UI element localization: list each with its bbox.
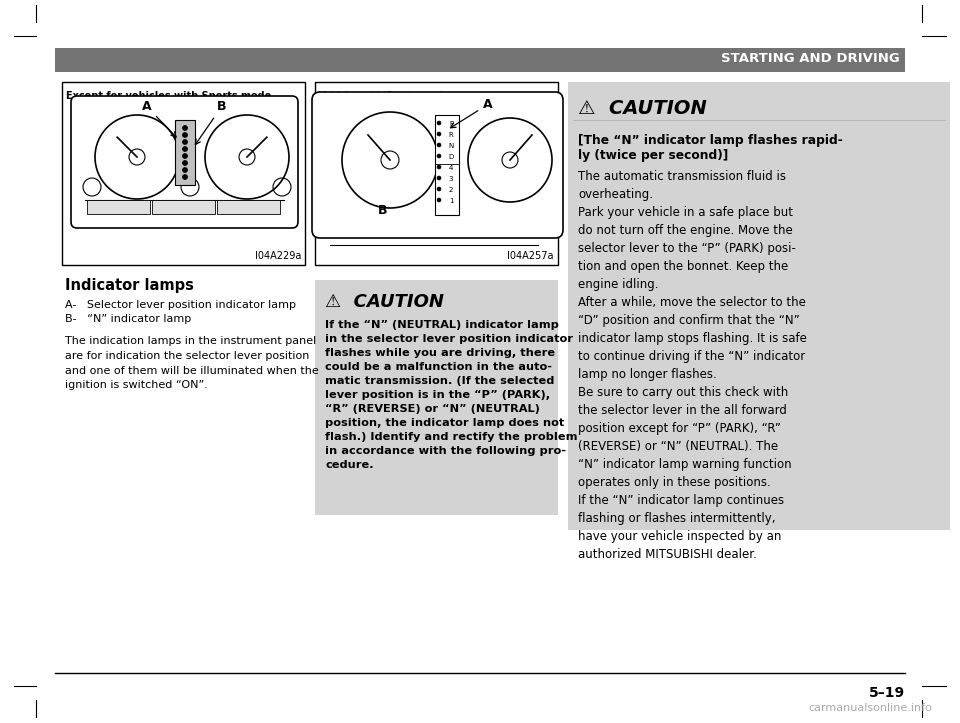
Circle shape — [182, 132, 187, 137]
Circle shape — [182, 140, 187, 145]
Text: Indicator lamps: Indicator lamps — [65, 278, 194, 293]
Circle shape — [182, 126, 187, 130]
Bar — [568, 82, 950, 530]
Circle shape — [437, 187, 441, 191]
Bar — [217, 200, 280, 214]
FancyBboxPatch shape — [55, 48, 905, 72]
Text: I04A257a: I04A257a — [508, 251, 554, 261]
Text: 4: 4 — [449, 165, 453, 171]
Text: 2: 2 — [449, 187, 453, 193]
Circle shape — [437, 132, 441, 136]
Circle shape — [437, 176, 441, 180]
Circle shape — [182, 153, 187, 158]
Text: 3: 3 — [448, 176, 453, 182]
Text: B-   “N” indicator lamp: B- “N” indicator lamp — [65, 314, 191, 324]
Circle shape — [182, 168, 187, 173]
Text: R: R — [448, 132, 453, 138]
Bar — [435, 115, 459, 215]
FancyBboxPatch shape — [312, 92, 563, 238]
Text: ⚠  CAUTION: ⚠ CAUTION — [325, 293, 444, 311]
Bar — [152, 200, 215, 214]
Text: P: P — [449, 121, 453, 127]
Text: 1: 1 — [448, 198, 453, 204]
Circle shape — [437, 198, 441, 202]
Circle shape — [437, 154, 441, 158]
Circle shape — [182, 147, 187, 152]
Text: A-   Selector lever position indicator lamp: A- Selector lever position indicator lam… — [65, 300, 296, 310]
Bar — [175, 120, 195, 185]
Circle shape — [182, 161, 187, 166]
Text: carmanualsonline.info: carmanualsonline.info — [808, 703, 932, 713]
Circle shape — [437, 143, 441, 147]
Text: A: A — [142, 100, 176, 137]
Text: B: B — [196, 100, 227, 145]
Text: If the “N” (NEUTRAL) indicator lamp
in the selector lever position indicator
fla: If the “N” (NEUTRAL) indicator lamp in t… — [325, 320, 578, 470]
Bar — [87, 200, 150, 214]
Text: A: A — [450, 98, 492, 128]
Text: STARTING AND DRIVING: STARTING AND DRIVING — [721, 51, 900, 64]
Text: Vehicles with Sports mode: Vehicles with Sports mode — [319, 91, 448, 101]
Bar — [315, 82, 558, 265]
Circle shape — [182, 174, 187, 179]
Bar — [62, 82, 305, 265]
Text: B: B — [378, 203, 388, 216]
Circle shape — [437, 121, 441, 125]
Text: I04A229a: I04A229a — [254, 251, 301, 261]
FancyBboxPatch shape — [71, 96, 298, 228]
Text: ⚠  CAUTION: ⚠ CAUTION — [578, 98, 707, 118]
Text: 5–19: 5–19 — [869, 686, 905, 700]
Bar — [315, 280, 558, 515]
Text: [The “N” indicator lamp flashes rapid-: [The “N” indicator lamp flashes rapid- — [578, 134, 843, 147]
Text: ly (twice per second)]: ly (twice per second)] — [578, 149, 729, 162]
Text: The indication lamps in the instrument panel
are for indication the selector lev: The indication lamps in the instrument p… — [65, 336, 319, 390]
Circle shape — [437, 165, 441, 169]
Text: Except for vehicles with Sports mode: Except for vehicles with Sports mode — [66, 91, 272, 101]
Text: D: D — [448, 154, 454, 160]
Text: The automatic transmission fluid is
overheating.
Park your vehicle in a safe pla: The automatic transmission fluid is over… — [578, 170, 806, 561]
Text: N: N — [448, 143, 454, 149]
